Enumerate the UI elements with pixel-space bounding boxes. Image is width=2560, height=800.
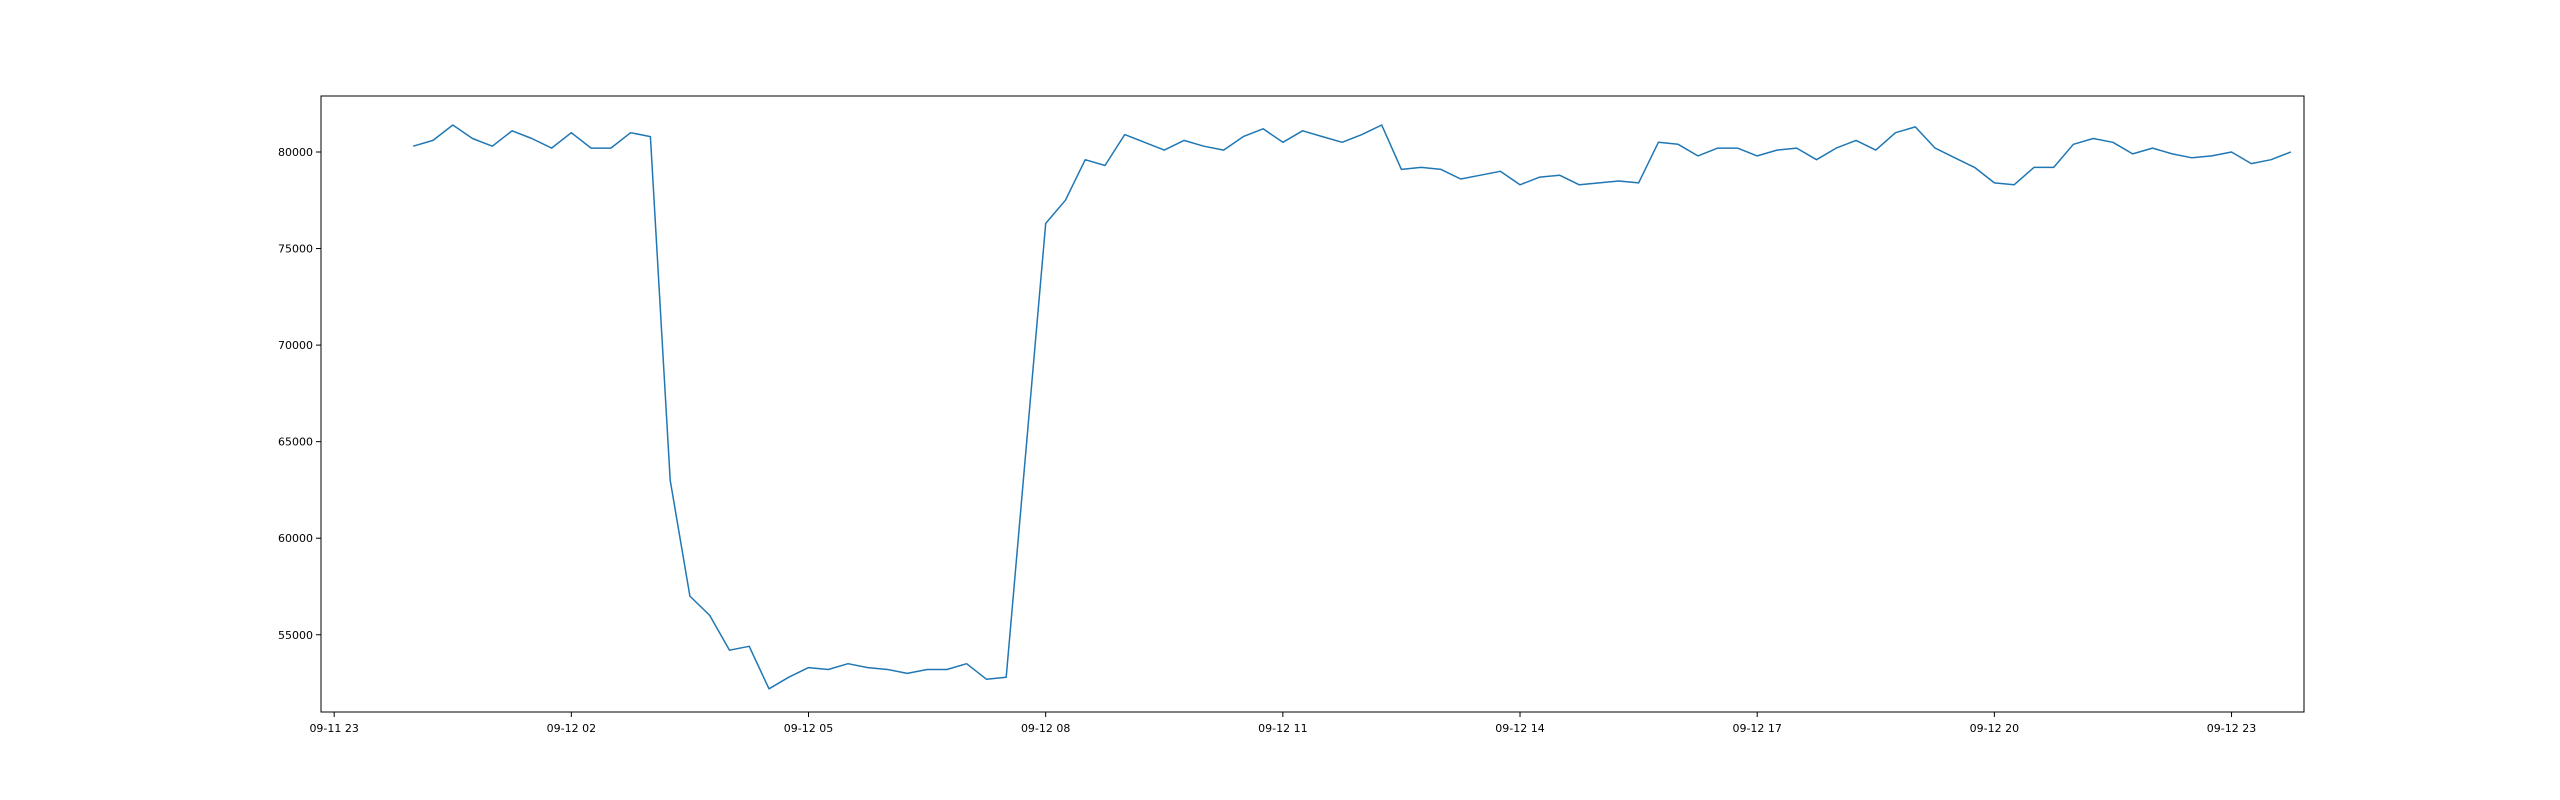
x-axis: 09-11 23 09-12 02 09-12 05 09-12 08 09-12 11… bbox=[309, 712, 2256, 735]
x-tick-label: 09-11 23 bbox=[309, 722, 358, 735]
series-line-0 bbox=[412, 124, 2292, 690]
x-tick-label: 09-12 08 bbox=[1021, 722, 1070, 735]
x-tick-label: 09-12 17 bbox=[1732, 722, 1781, 735]
y-tick-label: 65000 bbox=[278, 436, 313, 449]
x-tick-label: 09-12 05 bbox=[784, 722, 833, 735]
x-tick-label: 09-12 02 bbox=[547, 722, 596, 735]
x-tick-label: 09-12 23 bbox=[2207, 722, 2256, 735]
y-tick-label: 75000 bbox=[278, 243, 313, 256]
x-tick-label: 09-12 11 bbox=[1258, 722, 1307, 735]
y-tick-label: 60000 bbox=[278, 532, 313, 545]
y-tick-label: 80000 bbox=[278, 146, 313, 159]
x-tick-label: 09-12 20 bbox=[1970, 722, 2019, 735]
y-tick-label: 70000 bbox=[278, 339, 313, 352]
axes-frame bbox=[320, 95, 2305, 713]
y-tick-label: 55000 bbox=[278, 629, 313, 642]
x-tick-label: 09-12 14 bbox=[1495, 722, 1544, 735]
y-axis: 55000 60000 65000 70000 75000 80000 bbox=[278, 146, 321, 642]
